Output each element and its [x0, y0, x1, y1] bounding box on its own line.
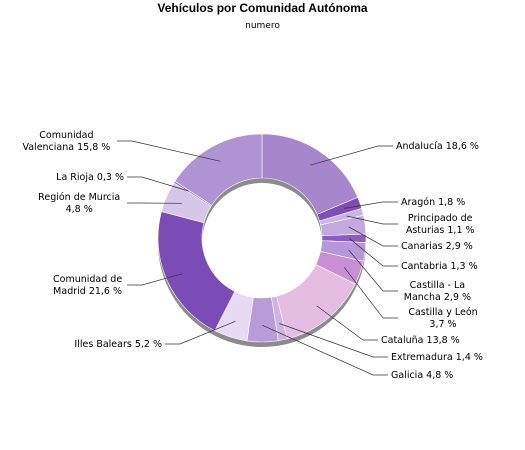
slice-label-principado-de-asturias: Principado de Asturias 1,1 % [406, 213, 475, 236]
leader-line-la-rioja [127, 176, 189, 192]
leader-line-illes-balears [165, 320, 236, 345]
chart-subtitle: numero [245, 21, 280, 31]
leader-line-castilla-y-leon [343, 267, 398, 319]
leader-lines [117, 140, 398, 376]
slice-label-line: Asturias 1,1 % [406, 225, 475, 236]
slice-label-galicia: Galicia 4,8 % [391, 370, 453, 381]
chart-title: Vehículos por Comunidad Autónoma [157, 1, 368, 15]
slice-label-line: Aragón 1,8 % [401, 197, 465, 208]
slice-label-castilla-la-mancha: Castilla - La Mancha 2,9 % [404, 280, 471, 303]
slice-label-canarias: Canarias 2,9 % [401, 241, 473, 252]
slice-label-aragon: Aragón 1,8 % [401, 197, 465, 208]
slice-label-region-de-murcia: Región de Murcia 4,8 % [38, 192, 120, 215]
leader-line-comunidad-valenciana [117, 140, 221, 162]
slice-label-line: Principado de [408, 213, 473, 224]
slice-label-line: Comunidad [39, 130, 93, 141]
slice-labels: Andalucía 18,6 % Aragón 1,8 % Principado d… [22, 130, 482, 381]
slice-label-line: Cataluña 13,8 % [381, 335, 460, 346]
slice-label-cataluna: Cataluña 13,8 % [381, 335, 460, 346]
slice-comunidad-valenciana[interactable] [174, 133, 263, 206]
slice-label-line: Cantabria 1,3 % [401, 261, 478, 272]
slice-label-line: La Rioja 0,3 % [56, 172, 124, 183]
leader-line-extremadura [279, 323, 388, 358]
slice-label-line: Andalucía 18,6 % [396, 141, 479, 152]
slice-label-comunidad-de-madrid: Comunidad de Madrid 21,6 % [53, 274, 122, 297]
slice-label-cantabria: Cantabria 1,3 % [401, 261, 478, 272]
slice-label-line: Valenciana 15,8 % [22, 142, 110, 153]
leader-line-cataluna [316, 305, 378, 341]
slice-label-illes-balears: Illes Balears 5,2 % [74, 339, 162, 350]
slice-label-extremadura: Extremadura 1,4 % [391, 352, 483, 363]
leader-line-cantabria [349, 238, 398, 267]
donut-slices [157, 133, 367, 343]
leader-line-principado-de-asturias [346, 215, 398, 225]
slice-label-comunidad-valenciana: Comunidad Valenciana 15,8 % [22, 130, 110, 153]
slice-label-la-rioja: La Rioja 0,3 % [56, 172, 124, 183]
slice-label-line: Illes Balears 5,2 % [74, 339, 162, 350]
slice-label-line: Castilla y León [408, 307, 477, 318]
slice-label-line: Mancha 2,9 % [404, 292, 471, 303]
slice-label-line: Galicia 4,8 % [391, 370, 453, 381]
slice-label-line: 4,8 % [66, 204, 93, 215]
leader-line-aragon [344, 201, 398, 209]
slice-label-line: Región de Murcia [38, 192, 120, 203]
leader-line-castilla-la-mancha [348, 249, 398, 292]
slice-label-line: Castilla - La [410, 280, 465, 291]
leader-line-andalucia [310, 145, 393, 166]
leader-line-comunidad-de-madrid [127, 273, 183, 286]
leader-line-galicia [262, 324, 388, 376]
slice-comunidad-de-madrid[interactable] [157, 211, 236, 332]
slice-label-line: Extremadura 1,4 % [391, 352, 483, 363]
slice-label-andalucia: Andalucía 18,6 % [396, 141, 479, 152]
slice-label-line: Madrid 21,6 % [53, 286, 122, 297]
slice-label-castilla-y-leon: Castilla y León 3,7 % [408, 307, 477, 330]
leader-line-canarias [348, 226, 398, 247]
slice-label-line: Comunidad de [53, 274, 122, 285]
slice-label-line: 3,7 % [429, 319, 456, 330]
slice-label-line: Canarias 2,9 % [401, 241, 473, 252]
